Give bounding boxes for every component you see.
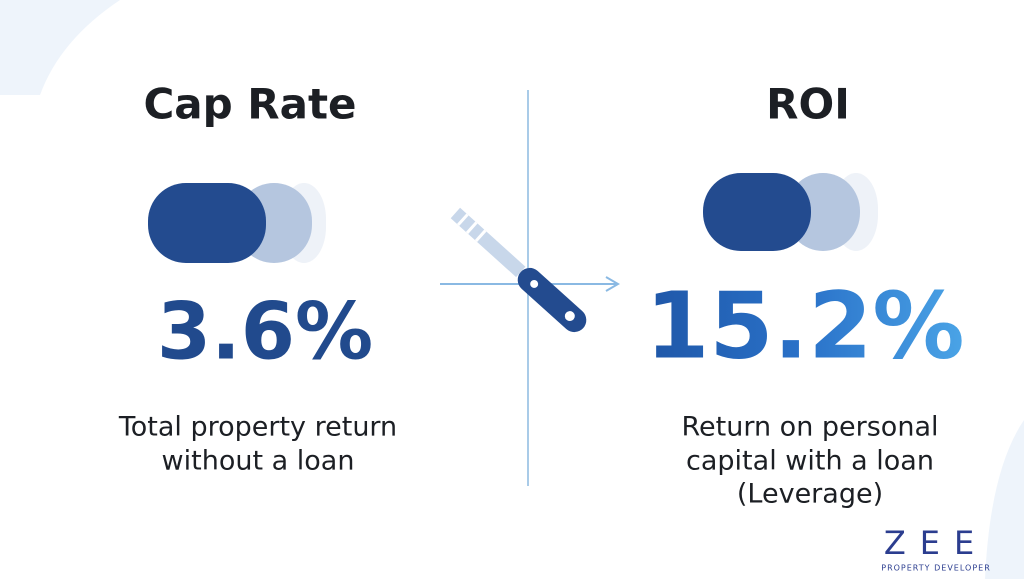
logo-name: ZEE	[884, 524, 988, 562]
tool-icon	[450, 207, 587, 333]
left-description: without a loan	[162, 446, 355, 477]
logo-tagline: PROPERTY DEVELOPER	[881, 564, 991, 573]
left-value: 3.6%	[157, 287, 373, 377]
right-description: capital with a loan	[686, 446, 934, 477]
left-title: Cap Rate	[143, 80, 356, 129]
background-blob	[0, 0, 120, 95]
right-value: 15.2%	[645, 272, 964, 379]
background-blob	[985, 420, 1024, 579]
right-gauge	[703, 173, 878, 251]
right-description: (Leverage)	[737, 479, 883, 510]
arrow-head	[605, 276, 620, 292]
left-gauge	[148, 183, 326, 263]
right-description: Return on personal	[682, 412, 939, 443]
left-description: Total property return	[118, 412, 397, 443]
right-title: ROI	[766, 80, 850, 129]
